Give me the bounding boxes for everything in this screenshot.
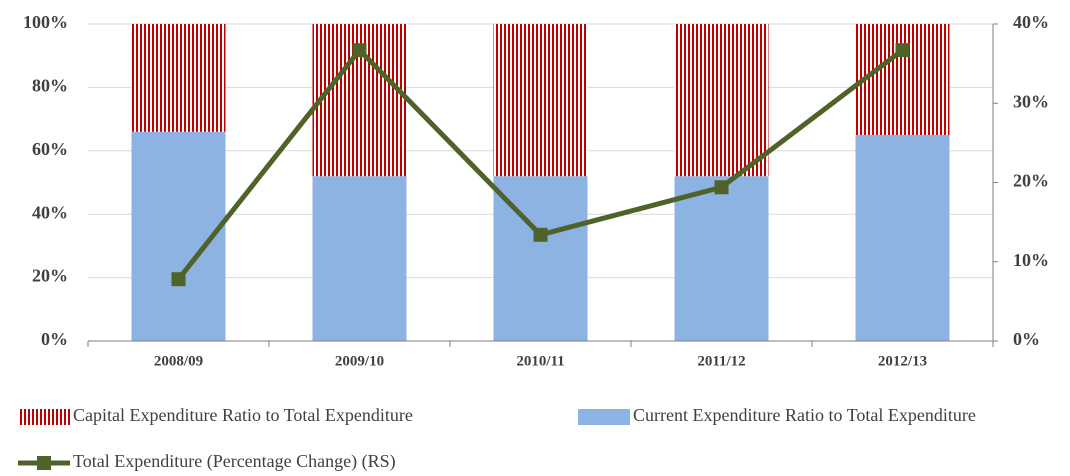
y2-tick-label: 20% — [1013, 171, 1049, 191]
x-tick-label: 2008/09 — [154, 353, 203, 369]
line-marker — [714, 180, 729, 195]
y-tick-label: 0% — [41, 329, 68, 349]
y-tick-label: 80% — [32, 76, 68, 96]
x-tick-label: 2011/12 — [697, 353, 745, 369]
bar — [855, 134, 950, 341]
bar — [131, 24, 226, 132]
bar — [674, 176, 769, 341]
x-tick-label: 2012/13 — [878, 353, 927, 369]
bar — [674, 24, 769, 177]
x-tick-label: 2009/10 — [335, 353, 384, 369]
y2-tick-label: 0% — [1013, 329, 1040, 349]
y-tick-label: 60% — [32, 139, 68, 159]
legend-label: Current Expenditure Ratio to Total Expen… — [633, 405, 976, 425]
y2-tick-label: 30% — [1013, 91, 1049, 111]
y2-tick-label: 10% — [1013, 250, 1049, 270]
legend-label: Total Expenditure (Percentage Change) (R… — [73, 451, 396, 472]
y-tick-label: 20% — [32, 266, 68, 286]
legend-marker — [37, 456, 51, 470]
y-tick-label: 100% — [23, 12, 68, 32]
bar — [493, 24, 588, 177]
line-marker — [895, 43, 910, 58]
legend-swatch — [18, 409, 70, 425]
line-marker — [533, 227, 548, 242]
bar — [855, 24, 950, 135]
legend-label: Capital Expenditure Ratio to Total Expen… — [73, 405, 413, 425]
line-marker — [352, 43, 367, 58]
y-tick-label: 40% — [32, 202, 68, 222]
bar — [312, 176, 407, 341]
x-tick-label: 2010/11 — [516, 353, 564, 369]
line-marker — [171, 272, 186, 287]
y2-tick-label: 40% — [1013, 12, 1049, 32]
legend-swatch — [578, 409, 630, 425]
